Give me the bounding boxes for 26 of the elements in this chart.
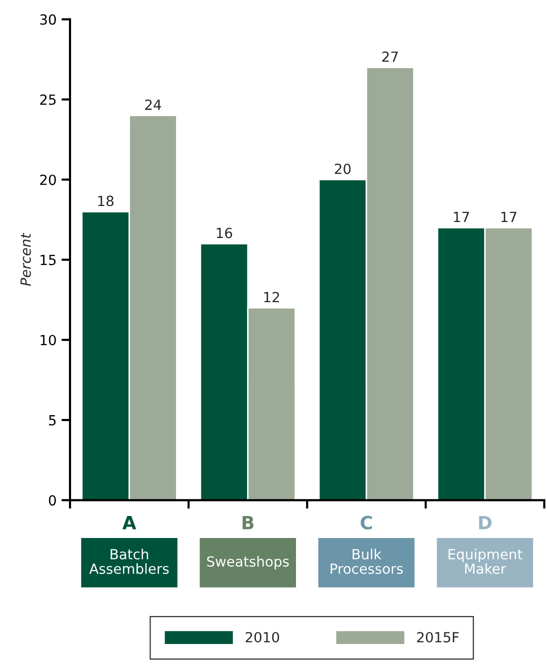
y-tick-label: 25 [40,94,56,105]
y-tick-label: 20 [40,174,56,186]
data-label: 16 [216,228,232,238]
y-axis-title: Percent [20,232,31,286]
x-tick-label: B [242,516,254,530]
x-tick-label: A [122,516,136,530]
y-tick-label: 10 [40,334,56,346]
data-label: 17 [501,212,516,222]
y-tick-label: 30 [40,14,56,25]
text: Sweatshops [207,556,289,570]
data-label: 24 [145,100,162,110]
y-tick-label: 0 [48,495,56,506]
data-label: 27 [382,51,398,62]
y-tick-label: 5 [49,415,56,426]
text: Batch Assemblers [89,548,169,574]
data-label: 20 [334,164,351,174]
x-tick-label: C [360,516,372,530]
data-label: 17 [454,212,469,222]
x-tick-label: D [479,516,492,530]
legend-label: 2015F [417,632,459,642]
y-tick-label: 15 [40,254,56,266]
text: Bulk Processors [330,548,403,574]
data-label: 18 [98,196,114,206]
text: Equipment Maker [448,548,522,574]
data-label: 12 [264,292,280,302]
legend-label: 2010 [246,632,280,642]
